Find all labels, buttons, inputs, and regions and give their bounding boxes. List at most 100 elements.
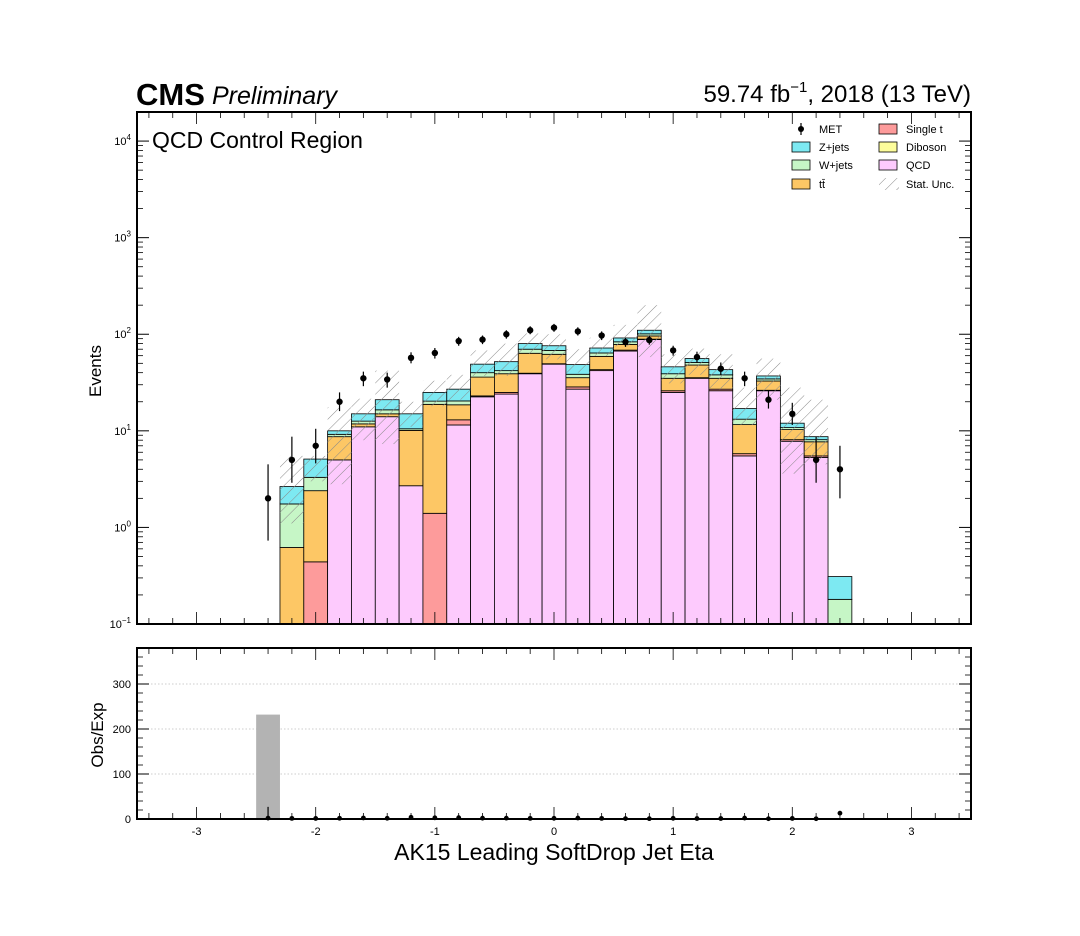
main-ytick-label-2: 101 (114, 423, 131, 438)
stack-bar-ttbar-19 (732, 424, 757, 455)
stack-bar-qcd-18 (708, 390, 734, 624)
lumi-label: 59.74 fb−1, 2018 (13 TeV) (703, 79, 971, 108)
legend-swatch-4 (878, 123, 898, 135)
unc-band-4 (375, 370, 400, 445)
data-point-20 (741, 375, 748, 382)
x-axis-label: AK15 Leading SoftDrop Jet Eta (394, 839, 714, 865)
stack-bar-qcd-12 (565, 388, 591, 624)
stack-bar-qcd-11 (541, 363, 567, 624)
status-label: Preliminary (212, 82, 339, 110)
data-point-0 (264, 495, 272, 502)
stack-bar-qcd-3 (351, 426, 376, 624)
ratio-ytick-label-2: 200 (113, 724, 131, 736)
legend-label-2: W+jets (819, 160, 853, 172)
stack-bar-ttbar-1 (303, 490, 329, 563)
stack-bar-zjets-23 (827, 576, 853, 600)
unc-band-10 (518, 333, 543, 354)
legend-label-0: MET (819, 124, 843, 136)
data-point-18 (693, 353, 701, 361)
unc-band-2 (327, 407, 352, 485)
stack-bar-qcd-13 (589, 370, 614, 624)
unc-band-13 (589, 337, 614, 356)
data-point-24 (836, 466, 844, 473)
legend-swatch-2 (791, 159, 811, 171)
stack-bar-qcd-20 (756, 390, 781, 624)
x-tick-label-3: 0 (551, 826, 557, 838)
region-label: QCD Control Region (152, 127, 363, 153)
stack-bar-qcd-9 (494, 393, 519, 624)
stack-bar-ttbar-12 (565, 377, 591, 388)
stack-bar-qcd-7 (446, 424, 471, 624)
legend-swatch-3 (791, 178, 811, 190)
x-tick-label-0: -3 (192, 826, 202, 838)
legend-label-5: Diboson (906, 142, 946, 154)
unc-band-6 (422, 380, 447, 407)
unc-band-21 (780, 387, 805, 474)
unc-band-16 (661, 354, 686, 384)
x-tick-label-4: 1 (670, 826, 676, 838)
unc-band-14 (613, 324, 638, 347)
unc-band-12 (565, 349, 590, 373)
legend-swatch-1 (791, 141, 811, 153)
stack-bar-ttbar-9 (494, 373, 519, 393)
data-point-13 (574, 328, 582, 335)
legend-label-6: QCD (906, 160, 931, 172)
stack-bar-qcd-5 (398, 485, 424, 624)
experiment-label: CMS (136, 77, 205, 112)
data-point-3 (336, 398, 343, 405)
ratio-ytick-label-1: 100 (113, 769, 131, 781)
stack-bar-qcd-2 (327, 459, 352, 624)
stack-bar-qcd-10 (517, 373, 543, 624)
unc-band-3 (351, 398, 376, 441)
data-point-15 (622, 338, 629, 346)
stack-bar-qcd-8 (470, 396, 495, 624)
data-point-6 (407, 354, 415, 362)
stack-bar-qcd-4 (374, 416, 400, 624)
data-point-4 (360, 375, 367, 382)
stack-bar-qcd-14 (613, 350, 638, 624)
x-tick-label-1: -2 (311, 826, 321, 838)
ratio-bars (256, 714, 280, 819)
main-ytick-label-0: 10−1 (110, 616, 132, 631)
legend-swatch-5 (878, 141, 898, 153)
main-ytick-label-4: 103 (114, 230, 131, 245)
data-point-14 (598, 332, 605, 339)
stack-bar-single-t-7 (446, 419, 471, 426)
unc-band-19 (732, 387, 757, 425)
ratio-ytick-label-0: 0 (125, 814, 131, 826)
stack-bar-ttbar-0 (279, 547, 305, 624)
main-y-axis-label: Events (86, 345, 105, 397)
stack-bar-ttbar-13 (589, 355, 614, 371)
unc-band-9 (494, 343, 519, 376)
unc-band-8 (470, 350, 495, 376)
stack-bar-ttbar-8 (470, 376, 495, 397)
data-point-22 (789, 410, 796, 418)
ratio-ytick-label-3: 300 (113, 679, 131, 691)
ratio-axes: 0 100 200 300 -3 -2 -1 0 1 2 3 (113, 648, 971, 838)
data-point-12 (550, 324, 558, 331)
data-point-5 (384, 376, 391, 383)
unc-band-5 (399, 401, 423, 427)
main-ytick-label-3: 102 (114, 326, 131, 341)
ratio-bar-0 (256, 714, 280, 819)
data-point-1 (288, 456, 296, 464)
stack-bar-ttbar-7 (446, 404, 471, 421)
stack-bar-qcd-19 (732, 455, 757, 624)
unc-band-0 (279, 455, 304, 524)
main-ytick-label-5: 104 (114, 133, 131, 148)
stack-bar-qcd-15 (637, 339, 662, 624)
data-point-16 (646, 336, 653, 344)
main-ytick-label-1: 100 (114, 519, 131, 534)
unc-band-7 (446, 374, 471, 400)
stack-bar-wjets-7 (446, 400, 471, 406)
data-point-21 (765, 396, 772, 403)
stack-bar-wjets-12 (565, 373, 591, 379)
x-tick-label-2: -1 (430, 826, 440, 838)
legend-swatch-6 (878, 159, 898, 171)
legend: MET Z+jets W+jets tt̄ Single t Diboson QCD Stat… (791, 123, 954, 191)
data-point-2 (312, 442, 319, 449)
data-point-10 (503, 331, 510, 338)
stack-bar-single-t-6 (422, 512, 448, 624)
data-point-19 (717, 365, 724, 372)
